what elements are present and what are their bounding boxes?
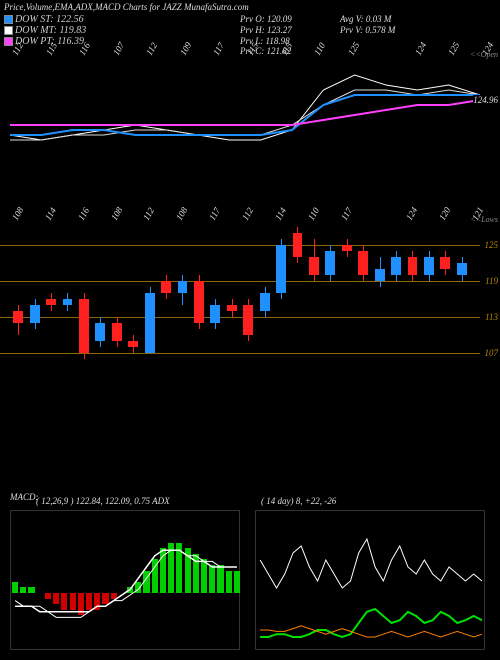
candlestick-panel: 1071131191251081141161081121081171121141…	[0, 215, 500, 365]
macd-subpanel	[10, 510, 240, 650]
ohlc-block-2: Avg V: 0.03 MPrv V: 0.578 M	[340, 14, 395, 36]
adx-subpanel	[255, 510, 485, 650]
price-line-panel: 1121151161071121091171151151101251241251…	[0, 50, 500, 200]
chart-title: Price,Volume,EMA,ADX,MACD Charts for JAZ…	[4, 2, 249, 12]
macd-label: MACD:	[10, 492, 39, 502]
